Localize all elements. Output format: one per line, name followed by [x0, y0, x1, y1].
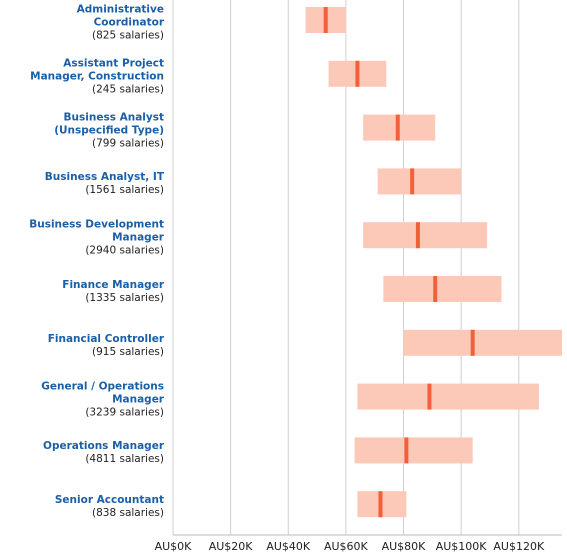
x-tick-label: AU$80K — [382, 540, 427, 553]
salary-count: (2940 salaries) — [85, 244, 164, 257]
job-title: Senior Accountant — [54, 494, 164, 507]
job-title: Finance Manager — [62, 279, 164, 291]
salary-range — [357, 383, 539, 410]
row-label: Administrative Coordinator (825 salaries) — [6, 4, 164, 43]
salary-count: (4811 salaries) — [85, 453, 164, 466]
row-label: Assistant Project Manager, Construction(… — [6, 57, 164, 96]
median-marker — [410, 168, 415, 195]
median-marker — [470, 329, 475, 356]
salary-count: (825 salaries) — [92, 29, 164, 42]
row-label: Business Development Manager (2940 salari… — [6, 219, 164, 258]
median-marker — [415, 222, 420, 249]
median-marker — [395, 114, 400, 141]
row-label: General / Operations Manager (3239 salari… — [6, 380, 164, 419]
row-label: Senior Accountant (838 salaries) — [6, 494, 164, 520]
salary-count: (3239 salaries) — [85, 406, 164, 419]
row-label: Business Analyst (Unspecified Type) (799 … — [6, 111, 164, 150]
salary-range — [403, 329, 562, 356]
x-tick-label: AU$120K — [493, 540, 545, 553]
salary-range — [354, 437, 473, 464]
job-title: Assistant Project Manager, Construction — [30, 57, 164, 83]
job-title: Administrative Coordinator — [76, 3, 164, 29]
job-title: Operations Manager — [43, 440, 164, 453]
job-title: Financial Controller — [47, 332, 164, 345]
row-label: Finance Manager (1335 salaries) — [6, 279, 164, 305]
row-label: Financial Controller (915 salaries) — [6, 333, 164, 359]
job-title: Business Analyst (Unspecified Type) — [54, 111, 164, 137]
salary-count: (915 salaries) — [92, 345, 164, 358]
job-title: General / Operations Manager — [41, 380, 164, 406]
median-marker — [404, 437, 409, 464]
salary-count: (245 salaries) — [92, 83, 164, 96]
x-tick-label: AU$100K — [436, 540, 488, 553]
median-marker — [355, 60, 360, 87]
row-label: Operations Manager (4811 salaries) — [6, 440, 164, 466]
salary-count: (1561 salaries) — [85, 184, 164, 197]
job-title: Business Analyst, IT — [44, 171, 164, 184]
salary-count: (799 salaries) — [92, 137, 164, 150]
x-tick-label: AU$20K — [209, 540, 254, 553]
salary-count: (1335 salaries) — [85, 292, 164, 304]
salary-range — [377, 168, 462, 195]
median-marker — [323, 7, 328, 33]
row-label: Business Analyst, IT (1561 salaries) — [6, 171, 164, 197]
x-tick-label: AU$40K — [266, 540, 311, 553]
median-marker — [378, 491, 383, 518]
job-title: Business Development Manager — [29, 218, 164, 244]
x-tick-label: AU$0K — [155, 540, 193, 553]
median-marker — [427, 383, 432, 410]
salary-range — [363, 222, 488, 249]
salary-range — [383, 276, 502, 302]
salary-count: (838 salaries) — [92, 507, 164, 520]
median-marker — [433, 276, 438, 302]
x-tick-label: AU$60K — [324, 540, 369, 553]
